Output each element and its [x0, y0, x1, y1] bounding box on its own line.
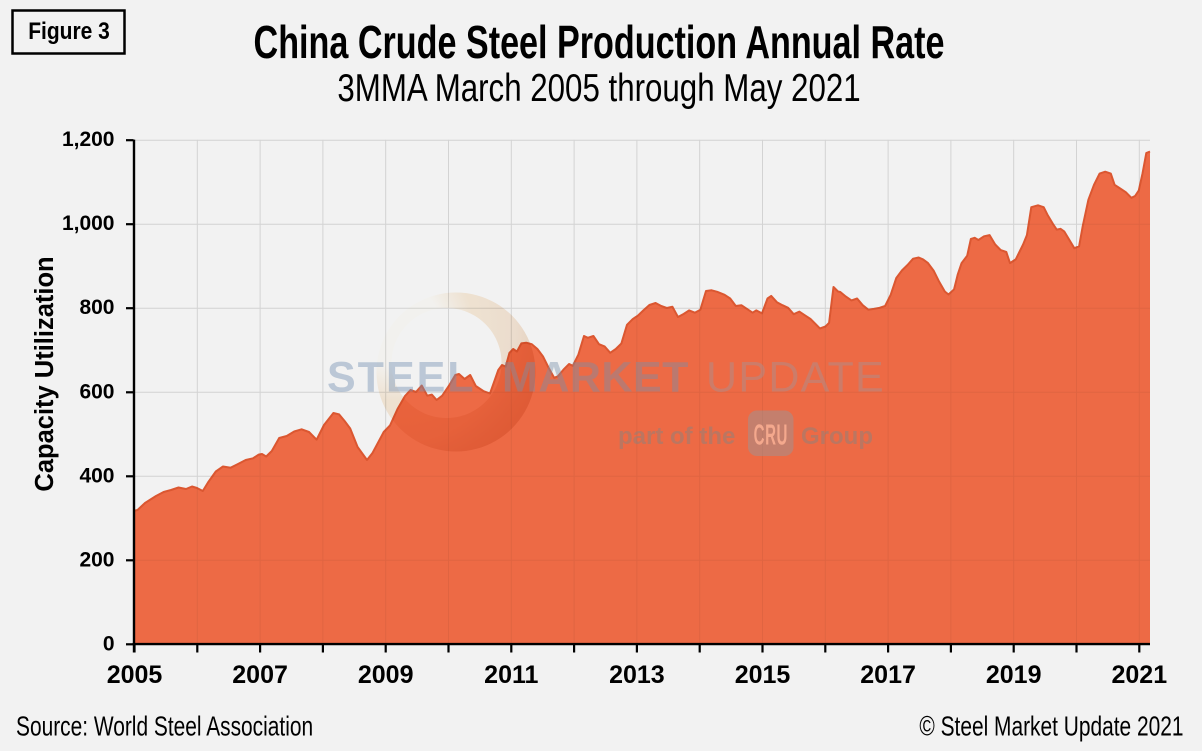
svg-text:2017: 2017 — [860, 661, 916, 689]
svg-text:Figure 3: Figure 3 — [28, 18, 110, 45]
svg-text:2005: 2005 — [107, 661, 163, 689]
svg-text:MARKET: MARKET — [502, 354, 689, 402]
svg-text:2013: 2013 — [609, 661, 665, 689]
svg-text:UPDATE: UPDATE — [706, 354, 885, 402]
svg-text:1,000: 1,000 — [62, 212, 115, 235]
svg-text:800: 800 — [79, 296, 114, 319]
svg-text:China Crude Steel Production A: China Crude Steel Production Annual Rate — [254, 16, 945, 68]
svg-text:400: 400 — [79, 464, 114, 487]
svg-text:2019: 2019 — [986, 661, 1042, 689]
svg-text:2021: 2021 — [1111, 661, 1167, 689]
svg-text:2009: 2009 — [358, 661, 414, 689]
svg-text:Capacity Utilization: Capacity Utilization — [31, 256, 59, 491]
svg-text:© Steel Market Update 2021: © Steel Market Update 2021 — [919, 712, 1183, 743]
svg-text:Source: World Steel Associatio: Source: World Steel Association — [16, 712, 313, 743]
svg-text:part of the: part of the — [618, 423, 735, 450]
svg-text:200: 200 — [79, 548, 114, 571]
svg-text:2011: 2011 — [484, 661, 538, 689]
svg-text:STEEL: STEEL — [327, 354, 476, 402]
svg-text:0: 0 — [103, 632, 115, 655]
svg-text:2007: 2007 — [232, 661, 288, 689]
svg-text:Group: Group — [801, 423, 873, 450]
svg-text:CRU: CRU — [754, 418, 788, 451]
svg-text:1,200: 1,200 — [62, 128, 115, 151]
svg-text:2015: 2015 — [735, 661, 791, 689]
svg-text:600: 600 — [79, 380, 114, 403]
svg-text:3MMA March 2005 through May 20: 3MMA March 2005 through May 2021 — [337, 67, 860, 110]
